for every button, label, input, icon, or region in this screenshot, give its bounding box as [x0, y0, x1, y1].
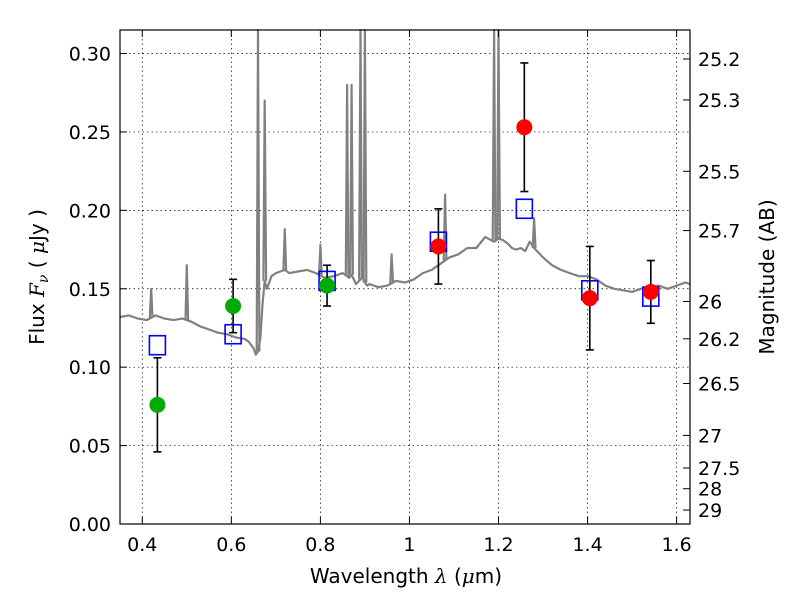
emission-line	[531, 217, 537, 249]
y-tick-labels: 0.00 0.05 0.10 0.15 0.20 0.25 0.30	[69, 44, 111, 536]
x-axis-label: Wavelength λ (μm)	[310, 564, 502, 588]
emission-line	[349, 83, 354, 275]
x-tick-label: 1.4	[572, 534, 602, 556]
optical-data-point	[319, 277, 336, 294]
y-tick-label: 0.15	[69, 279, 111, 301]
optical-data-point	[225, 298, 242, 315]
y2-tick-label: 28	[698, 479, 722, 501]
grid-lines	[120, 30, 690, 525]
y2-tick-label: 26	[698, 291, 722, 313]
x-tick-label: 0.8	[305, 534, 335, 556]
y2-tick-label: 25.2	[698, 49, 740, 71]
model-box	[515, 198, 534, 220]
nir-data-point	[516, 119, 533, 136]
emission-line	[344, 83, 350, 277]
emission-line	[255, 28, 261, 352]
x-tick-label: 0.6	[216, 534, 246, 556]
y2-tick-label: 29	[698, 500, 722, 522]
y-tick-label: 0.25	[69, 122, 111, 144]
photometry-points	[149, 119, 659, 413]
nir-data-point	[430, 238, 447, 255]
y-tick-label: 0.00	[69, 514, 111, 536]
y-tick-label: 0.10	[69, 357, 111, 379]
emission-line	[184, 264, 190, 321]
nir-data-point	[642, 283, 659, 300]
y-tick-label: 0.30	[69, 44, 111, 66]
y2-tick-label: 25.3	[698, 90, 740, 112]
nir-data-point	[581, 290, 598, 307]
y2-tick-label: 27	[698, 425, 722, 447]
emission-line	[282, 228, 288, 270]
emission-line	[496, 28, 501, 239]
y2-tick-label: 25.5	[698, 161, 740, 183]
emission-line	[148, 287, 154, 318]
x-tick-labels: 0.4 0.6 0.8 1 1.2 1.4 1.6	[127, 534, 692, 556]
spectrum-line	[119, 235, 691, 356]
optical-data-point	[149, 396, 166, 413]
y-tick-label: 0.05	[69, 436, 111, 458]
spectrum-series	[119, 28, 691, 356]
emission-line	[491, 28, 497, 242]
emission-line	[318, 243, 323, 276]
y2-tick-label: 26.2	[698, 329, 740, 351]
y2-tick-label: 26.5	[698, 373, 740, 395]
plot-frame	[119, 29, 691, 525]
y-axis-label: Flux Fν ( μJy )	[25, 209, 52, 345]
x-tick-label: 1.2	[483, 534, 513, 556]
y2-axis-label: Magnitude (AB)	[755, 199, 779, 354]
model-box	[148, 334, 167, 356]
emission-line	[362, 28, 368, 283]
y-tick-label: 0.20	[69, 200, 111, 222]
x-tick-label: 1	[403, 534, 415, 556]
emission-line	[389, 253, 395, 284]
y2-tick-label: 25.7	[698, 221, 740, 243]
errorbars	[153, 62, 655, 453]
tick-marks	[120, 30, 690, 525]
emission-line	[262, 99, 268, 281]
x-tick-label: 1.6	[662, 534, 692, 556]
x-tick-label: 0.4	[127, 534, 157, 556]
y2-tick-label: 27.5	[698, 458, 740, 480]
emission-line	[358, 28, 363, 280]
